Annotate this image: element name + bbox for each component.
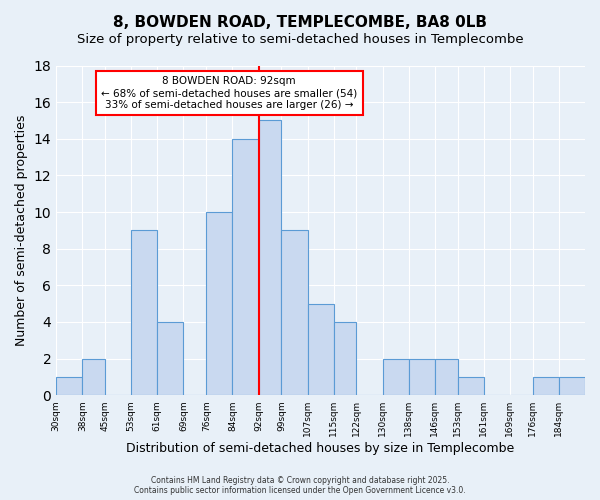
Bar [308,304,334,395]
Bar [435,358,458,395]
Bar [409,358,435,395]
Bar [56,377,82,395]
X-axis label: Distribution of semi-detached houses by size in Templecombe: Distribution of semi-detached houses by … [127,442,515,455]
Bar [383,358,409,395]
Bar [533,377,559,395]
Bar [82,358,105,395]
Bar [259,120,281,395]
Text: Size of property relative to semi-detached houses in Templecombe: Size of property relative to semi-detach… [77,32,523,46]
Bar [232,139,259,395]
Bar [131,230,157,395]
Bar [458,377,484,395]
Bar [281,230,308,395]
Bar [334,322,356,395]
Text: 8, BOWDEN ROAD, TEMPLECOMBE, BA8 0LB: 8, BOWDEN ROAD, TEMPLECOMBE, BA8 0LB [113,15,487,30]
Bar [157,322,184,395]
Text: Contains HM Land Registry data © Crown copyright and database right 2025.
Contai: Contains HM Land Registry data © Crown c… [134,476,466,495]
Y-axis label: Number of semi-detached properties: Number of semi-detached properties [15,114,28,346]
Bar [559,377,585,395]
Text: 8 BOWDEN ROAD: 92sqm
← 68% of semi-detached houses are smaller (54)
33% of semi-: 8 BOWDEN ROAD: 92sqm ← 68% of semi-detac… [101,76,358,110]
Bar [206,212,232,395]
